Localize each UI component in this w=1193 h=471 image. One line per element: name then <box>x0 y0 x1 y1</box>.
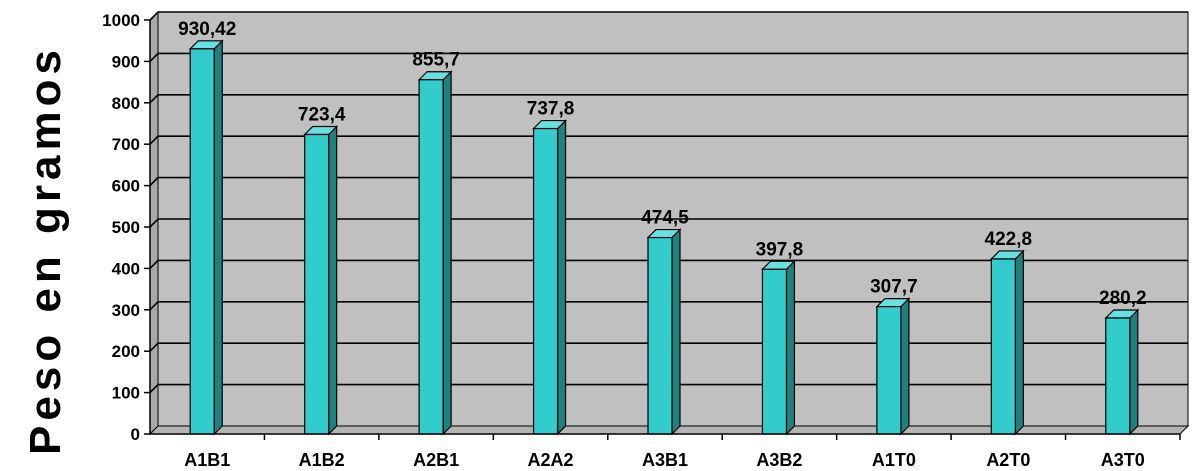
x-tick-label: A2A2 <box>528 450 574 470</box>
data-label: 855,7 <box>412 50 460 71</box>
y-tick-label: 0 <box>131 425 140 444</box>
data-label: 723,4 <box>298 105 346 126</box>
bar-side <box>1014 249 1024 436</box>
bar-side <box>1129 308 1139 436</box>
bar <box>760 259 796 436</box>
y-tick-label: 400 <box>112 259 140 278</box>
data-labels: 930,42 723,4 855,7 737,8 474,5 397,8 307,7 422,… <box>178 19 1146 309</box>
x-tick-label: A2T0 <box>986 450 1030 470</box>
bars <box>188 39 1140 436</box>
y-axis-title: Peso en gramos <box>21 45 70 455</box>
bar-front <box>647 236 673 435</box>
bar <box>417 70 453 436</box>
x-tick-label: A1B2 <box>299 450 345 470</box>
bar-front <box>532 127 559 435</box>
data-label: 397,8 <box>756 239 804 260</box>
bar-side <box>213 39 223 436</box>
bar-front <box>761 268 788 435</box>
gridline <box>149 259 1188 269</box>
gridline <box>149 11 1188 21</box>
x-tick-label: A3B1 <box>642 450 688 470</box>
x-tick-label: A1T0 <box>872 450 916 470</box>
bar-front <box>189 48 215 435</box>
bar <box>532 119 568 436</box>
y-tick-label: 300 <box>112 301 140 320</box>
bar-front <box>1105 317 1131 435</box>
gridline <box>149 218 1188 228</box>
gridline <box>149 135 1188 145</box>
x-tick-label: A2B1 <box>413 450 459 470</box>
bar <box>1104 308 1140 436</box>
gridline <box>149 383 1188 394</box>
y-tick-label: 700 <box>112 135 140 154</box>
data-label: 422,8 <box>985 229 1033 250</box>
x-tick-labels: A1B1 A1B2 A2B1 A2A2 A3B1 A3B2 A1T0 A2T0 A3T0 <box>150 433 1181 470</box>
gridline <box>149 94 1188 104</box>
y-tick-label: 200 <box>112 342 140 361</box>
x-tick-label: A3T0 <box>1101 450 1145 470</box>
bar-side <box>671 228 681 436</box>
gridline <box>149 176 1188 187</box>
bar-front <box>418 79 444 435</box>
bar <box>875 297 911 436</box>
bar-side <box>556 119 567 436</box>
bar <box>188 39 224 436</box>
y-tick-label: 800 <box>112 94 140 113</box>
x-tick-label: A3B2 <box>756 450 802 470</box>
data-label: 307,7 <box>870 277 918 298</box>
y-tick-label: 600 <box>112 177 140 196</box>
bar-side <box>442 70 452 436</box>
bar <box>989 249 1025 436</box>
gridline <box>149 300 1188 311</box>
data-label: 930,42 <box>178 19 236 40</box>
y-tick-label: 100 <box>112 384 140 403</box>
data-label: 280,2 <box>1099 288 1147 309</box>
y-tick-labels: 0 100 200 300 400 500 600 700 800 900 1000 <box>102 11 151 444</box>
gridline <box>149 342 1188 352</box>
bar-front <box>304 133 330 435</box>
bar <box>646 228 682 436</box>
y-tick-label: 1000 <box>102 11 140 30</box>
bar <box>303 125 339 436</box>
x-tick-label: A1B1 <box>184 450 230 470</box>
y-tick-label: 500 <box>112 218 140 237</box>
bar-side <box>900 297 910 436</box>
data-label: 737,8 <box>527 99 575 120</box>
data-label: 474,5 <box>641 208 689 229</box>
y-tick-label: 900 <box>112 52 140 71</box>
bar-side <box>785 259 796 436</box>
bar-front <box>876 306 902 435</box>
bar-front <box>990 258 1016 435</box>
gridlines <box>149 11 1188 394</box>
gridline <box>149 52 1188 62</box>
bar-side <box>328 125 338 436</box>
